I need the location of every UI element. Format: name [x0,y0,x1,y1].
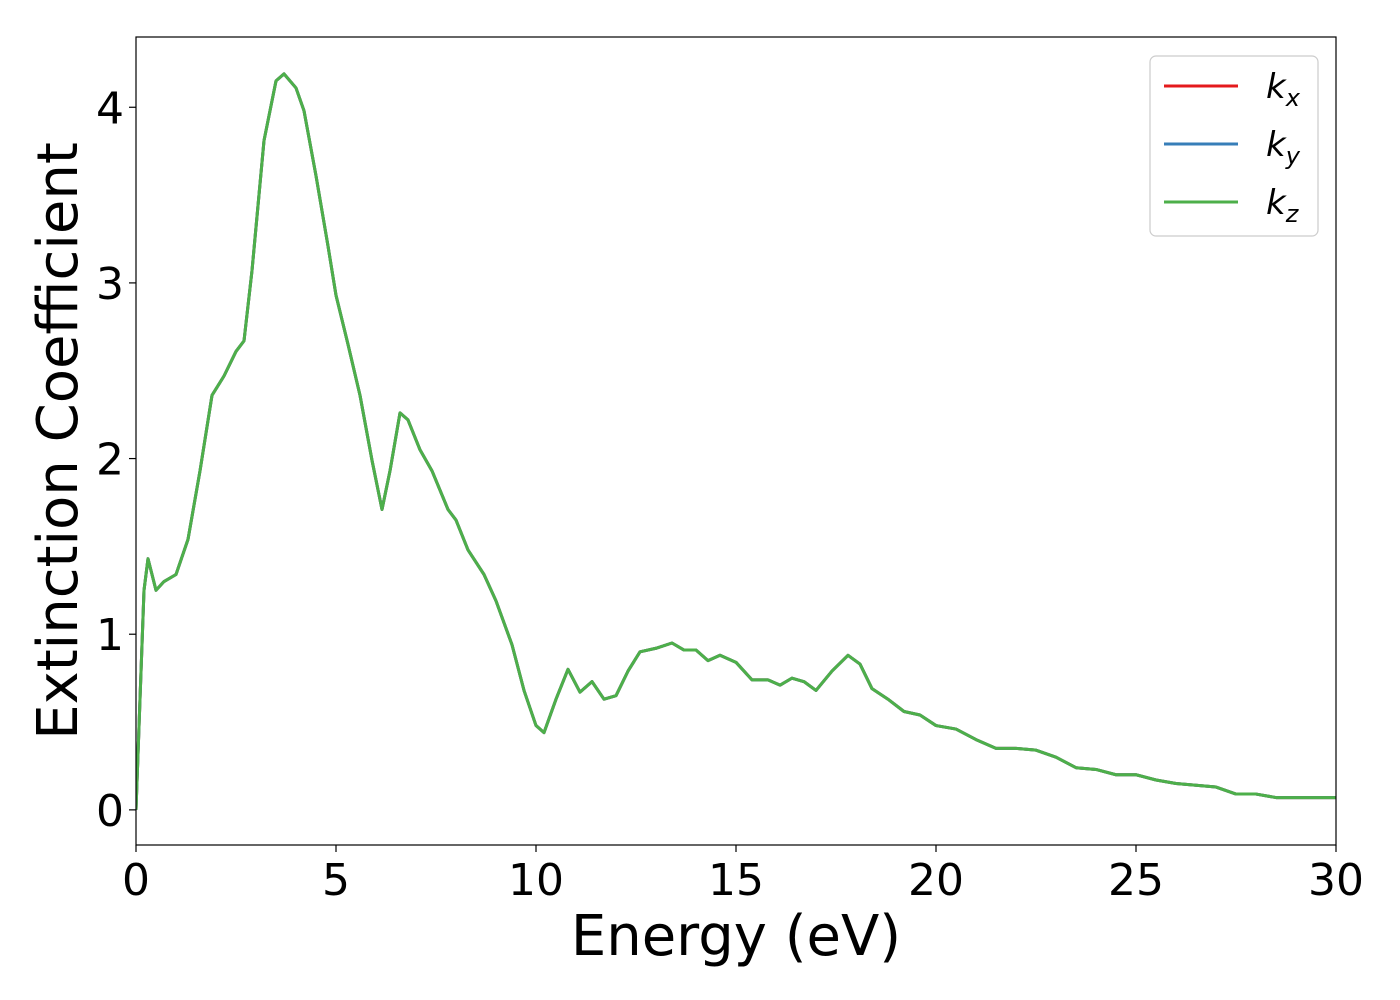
y-tick-label: 3 [96,259,124,310]
legend-box [1149,55,1319,237]
y-tick-label: 0 [96,786,124,837]
legend-label: kx [1266,67,1301,112]
y-tick-label: 1 [96,610,124,661]
x-tick-label: 10 [508,855,564,906]
legend-label: kz [1266,183,1300,228]
x-tick-label: 0 [122,855,150,906]
x-tick-label: 30 [1308,855,1364,906]
y-tick-label: 2 [96,435,124,486]
x-tick-label: 15 [708,855,764,906]
x-axis-label: Energy (eV) [571,904,901,969]
plot-frame [135,36,1337,846]
legend-label: ky [1266,125,1301,170]
x-tick-label: 5 [322,855,350,906]
x-tick-label: 20 [908,855,964,906]
y-axis-label: Extinction Coefficient [26,142,91,740]
y-tick-label: 4 [96,83,124,134]
line-series [136,72,1336,810]
x-tick-label: 25 [1108,855,1164,906]
